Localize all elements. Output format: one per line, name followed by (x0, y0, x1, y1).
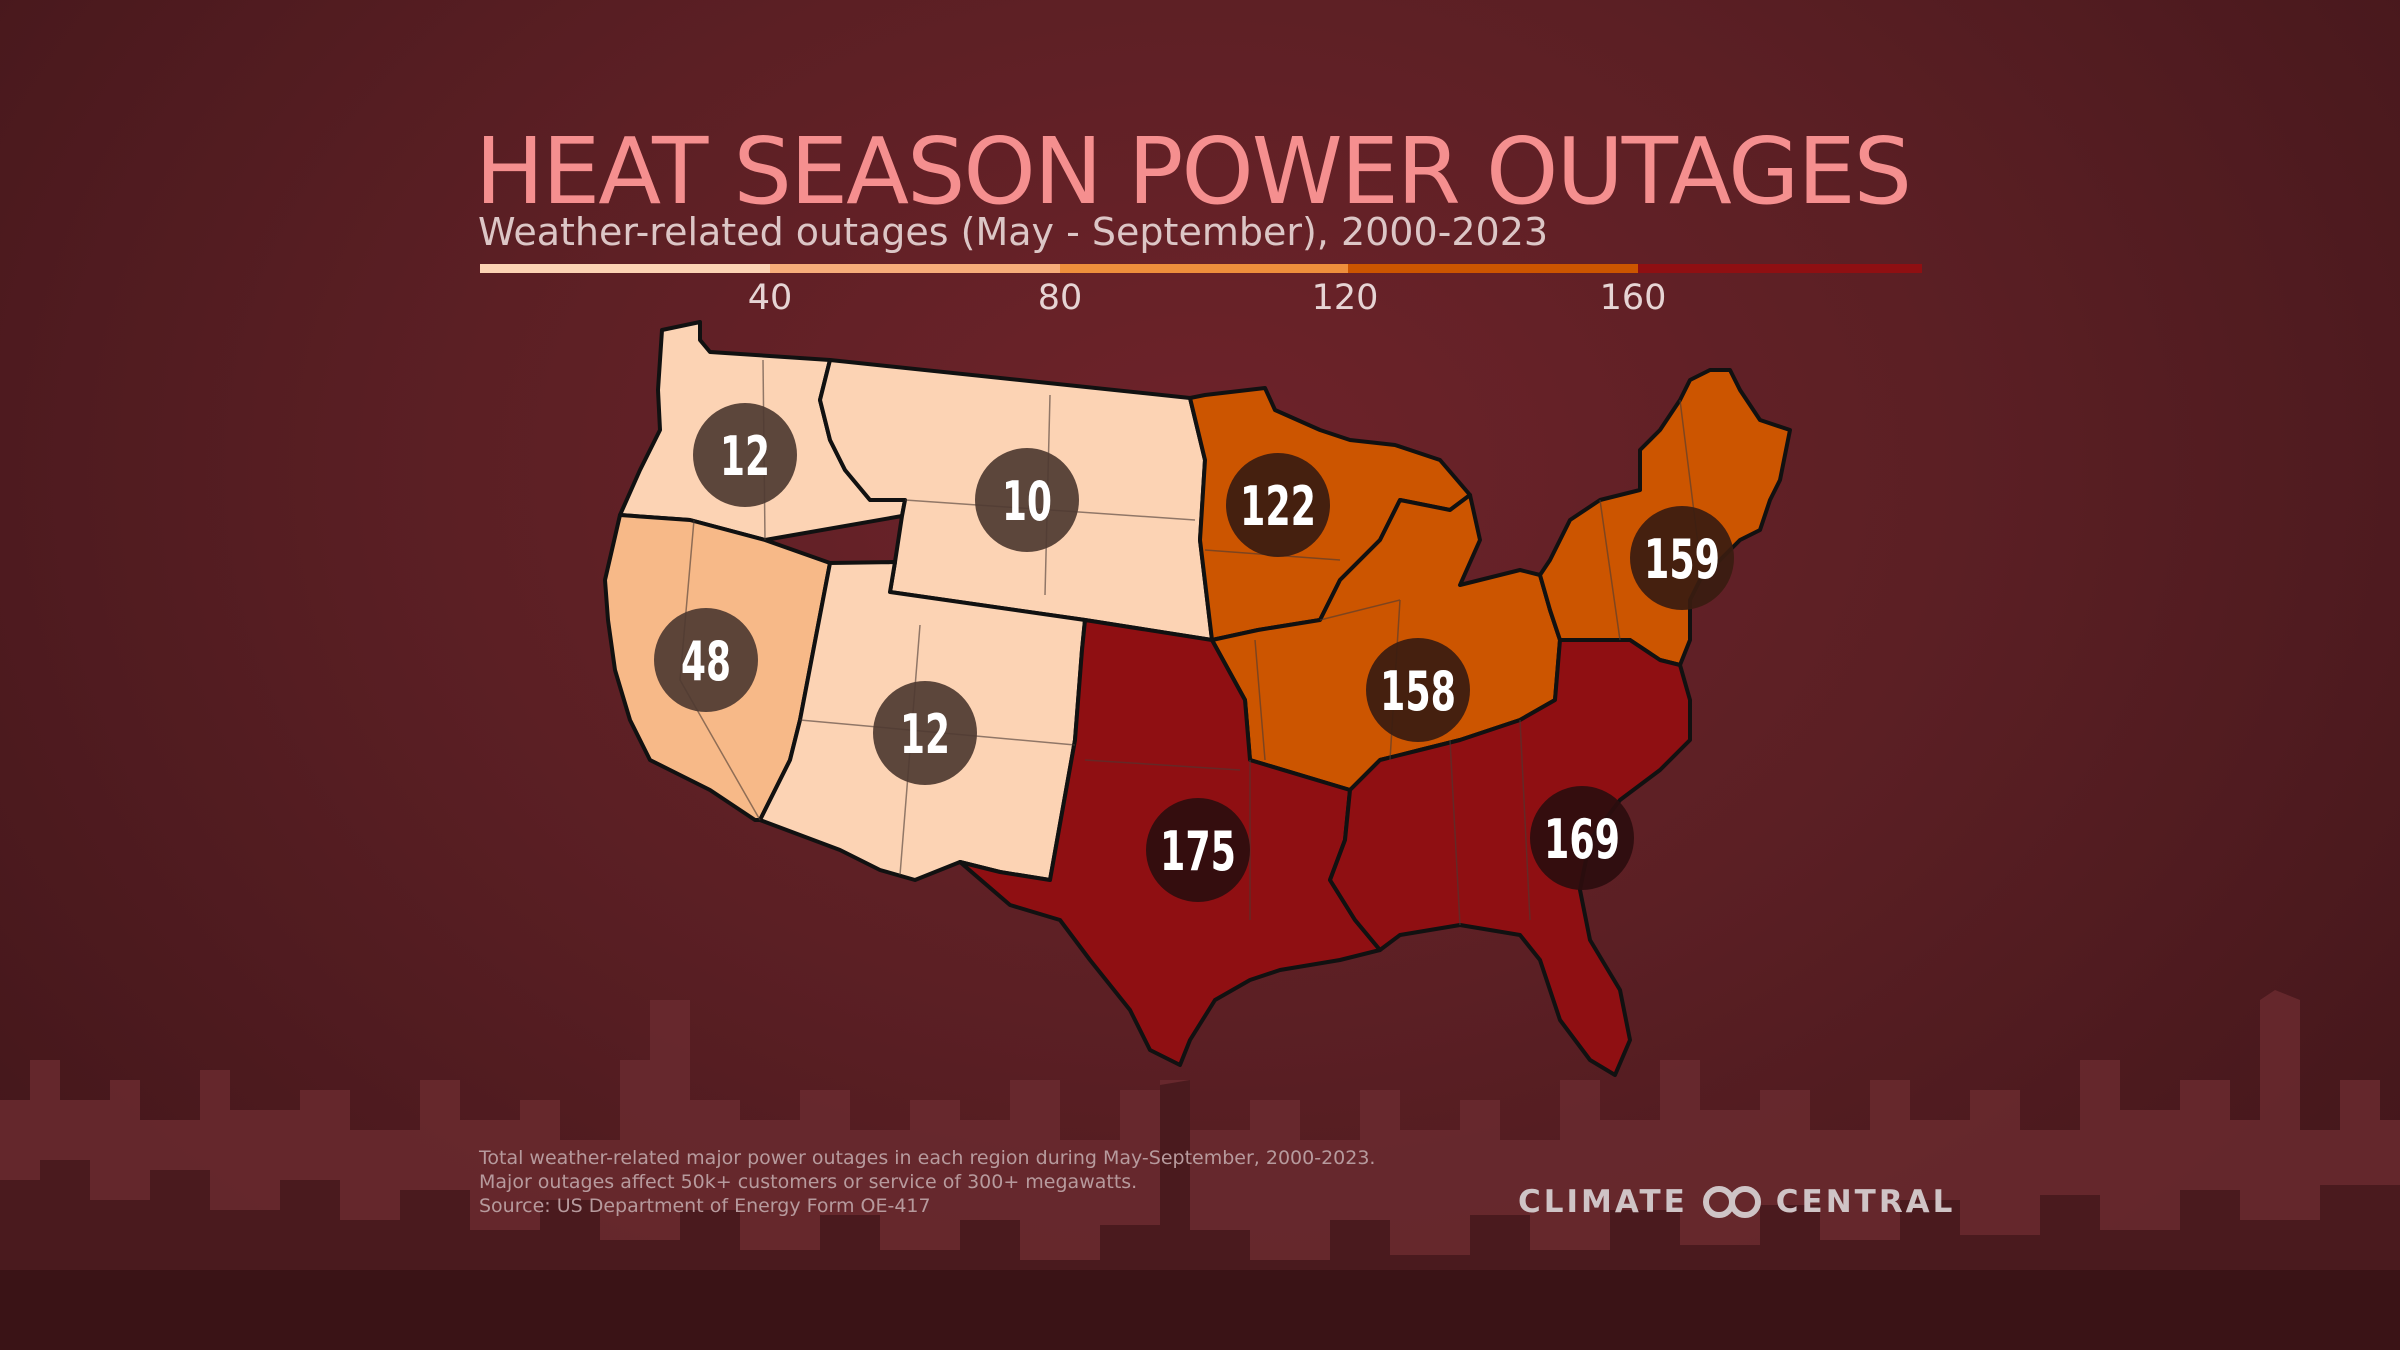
climate-central-logo: CLIMATE CENTRAL (1518, 1184, 1955, 1220)
value-circle-northwest (693, 403, 797, 507)
value-circle-west (654, 608, 758, 712)
value-label-southeast: 169 (1544, 808, 1620, 871)
legend-segment-5 (1638, 264, 1922, 273)
map-subtitle: Weather-related outages (May - September… (478, 210, 1549, 254)
brand-right-text: CENTRAL (1775, 1184, 1956, 1220)
legend-tick-40: 40 (747, 278, 793, 318)
climate-central-logo-icon (1702, 1186, 1761, 1218)
footnote: Total weather-related major power outage… (479, 1146, 1375, 1218)
value-circle-southwest (873, 681, 977, 785)
legend-segment-1 (480, 264, 770, 273)
value-label-northern-rockies-and-plains: 10 (1002, 470, 1052, 533)
legend-segment-3 (1060, 264, 1348, 273)
value-label-ohio-valley: 158 (1380, 660, 1456, 723)
footnote-line-3: Source: US Department of Energy Form OE-… (479, 1195, 931, 1217)
value-circle-ohio-valley (1366, 638, 1470, 742)
footnote-line-1: Total weather-related major power outage… (479, 1147, 1376, 1169)
legend-color-scale (480, 264, 1922, 273)
value-label-upper-midwest: 122 (1240, 475, 1316, 538)
value-label-southwest: 12 (900, 703, 950, 766)
brand-left-text: CLIMATE (1518, 1184, 1688, 1220)
footnote-line-2: Major outages affect 50k+ customers or s… (479, 1171, 1138, 1193)
legend-tick-120: 120 (1311, 278, 1379, 318)
value-circle-northern-rockies-and-plains (975, 448, 1079, 552)
value-label-northwest: 12 (720, 425, 770, 488)
value-label-northeast: 159 (1644, 528, 1720, 591)
value-label-south: 175 (1160, 820, 1236, 883)
value-circle-south (1146, 798, 1250, 902)
map-title: HEAT SEASON POWER OUTAGES (475, 118, 1912, 225)
legend-tick-80: 80 (1037, 278, 1083, 318)
legend-segment-4 (1348, 264, 1638, 273)
value-circle-southeast (1530, 786, 1634, 890)
value-circle-upper-midwest (1226, 453, 1330, 557)
value-circle-northeast (1630, 506, 1734, 610)
value-label-west: 48 (681, 630, 731, 693)
legend-segment-2 (770, 264, 1060, 273)
legend-tick-160: 160 (1599, 278, 1667, 318)
